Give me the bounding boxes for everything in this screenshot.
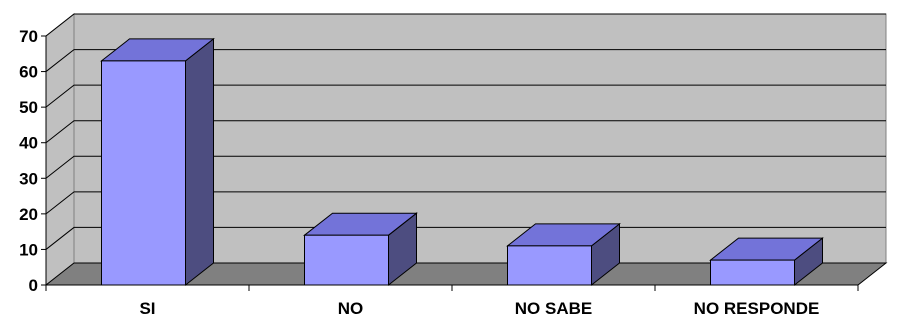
- bar-no: [303, 212, 418, 287]
- gridline: [45, 191, 886, 215]
- y-tick-label: 70: [19, 27, 38, 46]
- x-tick-labels: SI NO NO SABE NO RESPONDE: [139, 299, 819, 318]
- gridline: [45, 49, 886, 72]
- gridline: [45, 120, 886, 144]
- chart-walls: [44, 12, 888, 287]
- x-tick-label: NO RESPONDE: [694, 299, 820, 318]
- chart-gridlines: [45, 13, 886, 250]
- y-tick-label: 60: [19, 63, 38, 82]
- y-tick-label: 40: [19, 134, 38, 153]
- chart-bars: [100, 37, 824, 287]
- bar-front-face: [304, 234, 389, 286]
- bar-front-face: [710, 259, 795, 286]
- x-tick-label: SI: [139, 299, 155, 318]
- y-tick-label: 30: [19, 169, 38, 188]
- y-tick-label: 50: [19, 98, 38, 117]
- bar-si: [100, 37, 215, 287]
- bar-front-face: [101, 60, 186, 286]
- gridline: [45, 84, 886, 108]
- gridline: [45, 13, 886, 37]
- x-tick-label: NO: [338, 299, 364, 318]
- side-wall: [45, 12, 75, 287]
- gridline: [45, 155, 886, 179]
- bar-no-responde: [709, 237, 824, 287]
- bar-side-face: [185, 37, 214, 287]
- bar-front-face: [507, 245, 592, 286]
- y-tick-label: 10: [19, 240, 38, 259]
- y-tick-label: 0: [29, 276, 38, 295]
- bar-no-sabe: [506, 222, 621, 287]
- y-tick-label: 20: [19, 205, 38, 224]
- x-tick-label: NO SABE: [515, 299, 592, 318]
- y-tick-labels: 0 10 20 30 40 50 60 70: [19, 27, 38, 295]
